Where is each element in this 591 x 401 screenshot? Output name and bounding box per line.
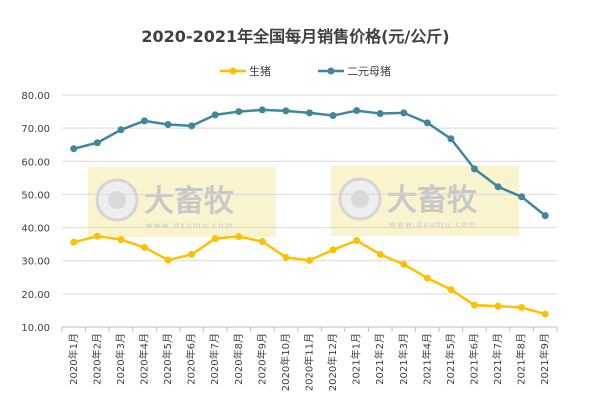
x-tick-label: 2021年7月 [491, 333, 504, 385]
x-tick-label: 2020年3月 [114, 333, 127, 385]
data-point [447, 135, 455, 143]
legend-label: 二元母猪 [347, 65, 391, 78]
data-point [211, 235, 219, 243]
data-point [141, 117, 148, 125]
x-tick-label: 2021年6月 [468, 333, 481, 385]
data-point [353, 107, 361, 115]
y-tick-label: 70.00 [21, 124, 50, 135]
x-tick-label: 2021年2月 [373, 333, 386, 385]
x-tick-label: 2020年9月 [255, 333, 268, 385]
y-axis: 10.00 20.00 30.00 40.00 50.00 60.00 70.00 80.00 [21, 91, 50, 334]
x-tick-label: 2020年4月 [138, 333, 151, 385]
data-point [282, 107, 290, 115]
data-point [141, 243, 148, 251]
data-point [471, 301, 478, 309]
data-point [258, 106, 266, 114]
data-point [518, 303, 526, 311]
watermark-logo-dot [108, 191, 126, 209]
data-point [70, 145, 78, 153]
y-tick-label: 40.00 [21, 224, 50, 235]
data-point [117, 236, 125, 244]
data-point [400, 109, 408, 117]
data-point [282, 253, 290, 261]
x-tick-label: 2020年7月 [208, 333, 221, 385]
x-tick-label: 2020年6月 [185, 333, 198, 385]
x-tick-label: 2020年2月 [90, 333, 103, 385]
data-point [376, 110, 384, 118]
data-point [211, 111, 219, 119]
data-point [518, 193, 526, 201]
data-point [494, 183, 502, 191]
legend-item: 生猪 [220, 64, 271, 78]
data-point [164, 256, 172, 264]
x-tick-label: 2020年8月 [232, 333, 245, 385]
data-point [329, 112, 337, 120]
y-tick-label: 10.00 [21, 323, 50, 334]
y-tick-label: 20.00 [21, 290, 50, 301]
data-point [541, 212, 549, 220]
data-point [306, 109, 313, 117]
data-point [541, 310, 549, 318]
data-point [423, 274, 431, 282]
x-tick-label: 2021年8月 [515, 333, 528, 385]
data-point [400, 260, 408, 268]
watermark-text: 大畜牧 [144, 184, 235, 219]
x-tick-label: 2021年9月 [538, 333, 551, 385]
x-tick-label: 2020年11月 [303, 333, 316, 391]
legend-marker [229, 67, 237, 75]
data-point [188, 122, 196, 130]
y-tick-label: 30.00 [21, 257, 50, 268]
data-point [423, 119, 431, 127]
data-point [93, 139, 101, 147]
x-tick-label: 2020年5月 [161, 333, 174, 385]
watermark-url: www.dxumu.com [389, 220, 477, 229]
y-tick-label: 80.00 [21, 91, 50, 102]
x-tick-label: 2020年1月 [67, 333, 80, 385]
data-point [494, 302, 502, 310]
watermarks: 大畜牧 www.dxumu.com 大畜牧 www.dxumu.com [88, 166, 519, 237]
x-tick-label: 2021年1月 [350, 333, 363, 385]
watermark-url: www.dxumu.com [146, 221, 234, 230]
watermark-logo-dot [351, 190, 369, 208]
watermark-2: 大畜牧 www.dxumu.com [331, 166, 519, 236]
data-point [329, 246, 337, 254]
data-point [306, 256, 313, 264]
data-point [376, 250, 384, 258]
chart-title: 2020-2021年全国每月销售价格(元/公斤) [141, 27, 449, 46]
data-point [93, 232, 101, 240]
gridlines [62, 94, 557, 328]
series-live-pig [70, 232, 549, 318]
x-tick-label: 2021年4月 [420, 333, 433, 385]
legend-marker [327, 67, 335, 75]
legend-item: 二元母猪 [318, 65, 391, 78]
data-point [188, 250, 196, 258]
x-tick-label: 2020年10月 [279, 333, 292, 391]
y-tick-label: 60.00 [21, 157, 50, 168]
data-point [447, 286, 455, 294]
x-axis: 2020年1月 2020年2月 2020年3月 2020年4月 2020年5月 2020年… [61, 327, 558, 391]
watermark-text: 大畜牧 [387, 183, 478, 218]
series-layer [70, 106, 549, 318]
x-tick-label: 2020年12月 [326, 333, 339, 391]
x-tick-label: 2021年3月 [397, 333, 410, 385]
legend-label: 生猪 [249, 64, 271, 78]
watermark-1: 大畜牧 www.dxumu.com [88, 167, 276, 237]
data-point [353, 236, 361, 244]
data-point [235, 108, 243, 116]
x-tick-label: 2021年5月 [444, 333, 457, 385]
series-sow [70, 106, 549, 220]
data-point [235, 233, 243, 241]
legend: 生猪 二元母猪 [220, 64, 391, 78]
data-point [117, 126, 125, 134]
data-point [471, 165, 478, 173]
data-point [258, 237, 266, 245]
data-point [70, 238, 78, 246]
y-tick-label: 50.00 [21, 190, 50, 201]
data-point [164, 120, 172, 128]
